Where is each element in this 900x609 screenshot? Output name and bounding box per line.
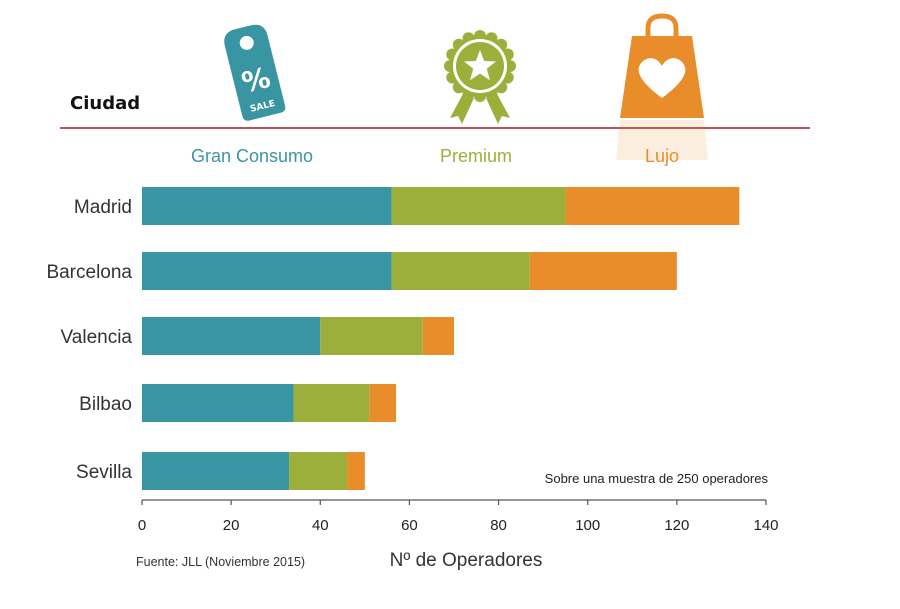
x-tick-label-140: 140: [753, 517, 778, 534]
x-axis-ticks: 0 20 40 60 80 100 120 140: [138, 500, 779, 534]
category-label-madrid: Madrid: [74, 197, 132, 218]
bar-bilbao-premium: [293, 384, 370, 422]
bar-sevilla-gran-consumo: [142, 452, 290, 490]
bar-valencia-lujo: [422, 317, 454, 355]
category-label-barcelona: Barcelona: [46, 262, 132, 283]
x-tick-label-0: 0: [138, 517, 146, 534]
x-tick-label-80: 80: [490, 517, 507, 534]
bar-barcelona-premium: [391, 252, 530, 290]
bar-madrid-gran-consumo: [142, 187, 392, 225]
sample-note: Sobre una muestra de 250 operadores: [545, 471, 769, 486]
bar-valencia-premium: [320, 317, 423, 355]
bar-sevilla-lujo: [347, 452, 365, 490]
bar-madrid-lujo: [565, 187, 740, 225]
x-tick-label-60: 60: [401, 517, 418, 534]
bar-madrid-premium: [391, 187, 566, 225]
chart-heading: Ciudad: [70, 93, 140, 114]
bar-barcelona-gran-consumo: [142, 252, 392, 290]
legend-gran-consumo: Gran Consumo: [191, 146, 313, 166]
award-star-icon: [444, 30, 516, 124]
source-note: Fuente: JLL (Noviembre 2015): [136, 555, 305, 569]
category-labels: Madrid Barcelona Valencia Bilbao Sevilla: [46, 197, 132, 483]
bar-valencia-gran-consumo: [142, 317, 321, 355]
x-tick-label-120: 120: [664, 517, 689, 534]
x-tick-label-40: 40: [312, 517, 329, 534]
bar-bilbao-gran-consumo: [142, 384, 294, 422]
x-tick-label-20: 20: [223, 517, 240, 534]
bars-group: [142, 187, 740, 490]
x-tick-label-100: 100: [575, 517, 600, 534]
bar-barcelona-lujo: [529, 252, 677, 290]
legend: Gran Consumo Premium Lujo: [191, 146, 679, 166]
category-label-sevilla: Sevilla: [76, 462, 132, 483]
shopping-bag-heart-icon: [616, 13, 708, 160]
legend-lujo: Lujo: [645, 146, 679, 166]
sale-tag-icon: % SALE: [224, 24, 286, 121]
category-label-valencia: Valencia: [61, 327, 133, 348]
category-label-bilbao: Bilbao: [79, 394, 132, 415]
bar-sevilla-premium: [289, 452, 348, 490]
x-axis-title: Nº de Operadores: [390, 550, 543, 571]
legend-premium: Premium: [440, 146, 512, 166]
bar-bilbao-lujo: [369, 384, 397, 422]
